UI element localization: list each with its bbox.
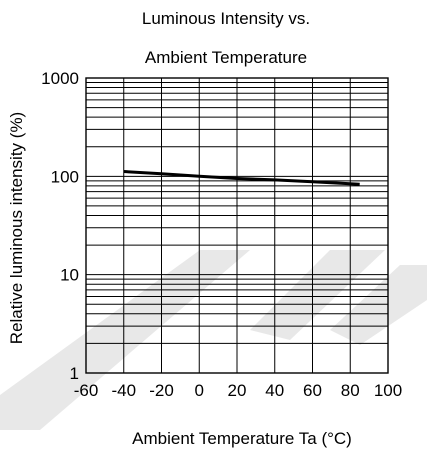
x-tick-label: -40: [111, 381, 136, 400]
chart-series: [123, 170, 360, 186]
x-axis-label: Ambient Temperature Ta (°C): [132, 429, 352, 448]
x-axis-ticks: -60 -40 -20 0 20 40 60 80 100: [74, 381, 402, 400]
y-tick-label: 1000: [41, 69, 79, 88]
y-axis-ticks: 1 10 100 1000: [41, 69, 79, 383]
chart-title-line-2: Ambient Temperature: [145, 48, 307, 67]
y-tick-label: 100: [51, 167, 79, 186]
watermark-logo: [0, 250, 427, 430]
plot-frame: [85, 77, 389, 374]
series-line: [123, 170, 360, 186]
chart-title-line-1: Luminous Intensity vs.: [142, 9, 310, 28]
x-tick-label: 40: [265, 381, 284, 400]
x-tick-label: 0: [195, 381, 204, 400]
y-tick-label: 1: [70, 364, 79, 383]
x-tick-label: 80: [341, 381, 360, 400]
x-tick-label: -60: [74, 381, 99, 400]
x-tick-label: 60: [303, 381, 322, 400]
x-tick-label: 20: [228, 381, 247, 400]
x-tick-label: 100: [374, 381, 402, 400]
y-axis-label: Relative luminous intensity (%): [7, 112, 26, 344]
y-tick-label: 10: [60, 266, 79, 285]
x-tick-label: -20: [149, 381, 174, 400]
